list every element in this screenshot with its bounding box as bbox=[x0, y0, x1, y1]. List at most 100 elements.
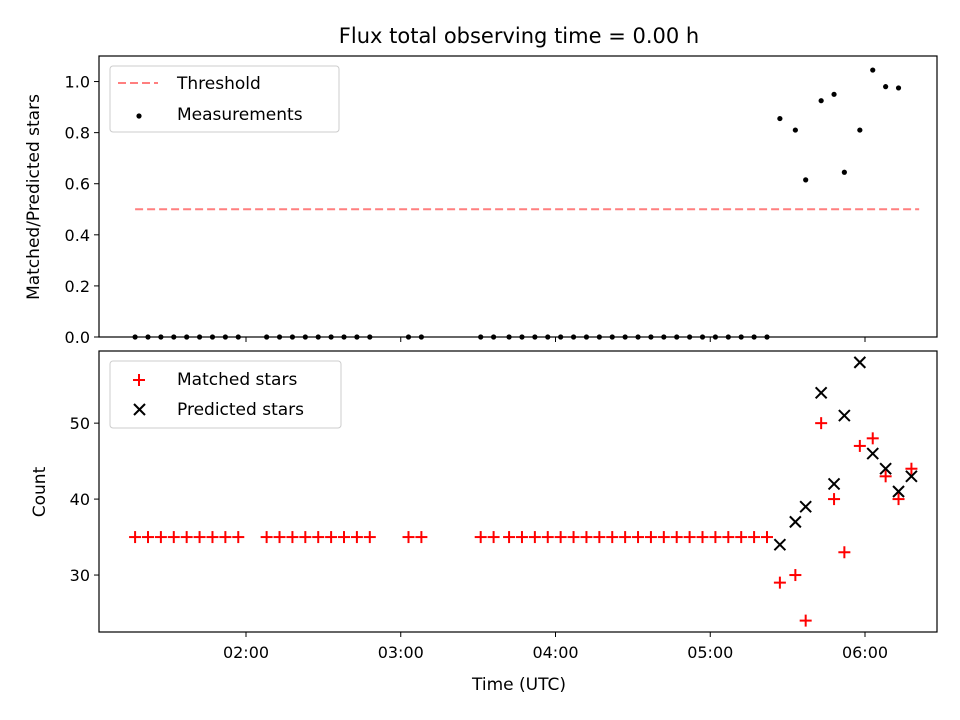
bottom-y-tick-label: 30 bbox=[70, 566, 90, 585]
matched-point bbox=[363, 531, 376, 544]
matched-point bbox=[286, 531, 299, 544]
matched-point bbox=[606, 531, 619, 544]
matched-point bbox=[866, 432, 879, 445]
matched-point bbox=[815, 417, 828, 430]
matched-point bbox=[167, 531, 180, 544]
measurement-point bbox=[883, 84, 889, 90]
predicted-point bbox=[853, 356, 867, 369]
matched-point bbox=[696, 531, 709, 544]
matched-point bbox=[735, 531, 748, 544]
measurement-point bbox=[831, 91, 837, 97]
predicted-point bbox=[892, 485, 905, 498]
top-legend: Threshold Measurements bbox=[109, 65, 340, 133]
matched-point bbox=[528, 531, 541, 544]
matched-point bbox=[879, 470, 892, 483]
matched-point bbox=[657, 531, 670, 544]
measurement-point bbox=[803, 177, 809, 183]
top-y-tick-label: 0.8 bbox=[65, 124, 90, 143]
legend-predicted-swatch bbox=[133, 403, 146, 416]
top-y-tick-label: 0.6 bbox=[65, 175, 90, 194]
matched-point bbox=[193, 531, 206, 544]
bottom-x-tick-label: 03:00 bbox=[378, 643, 424, 662]
matched-point bbox=[799, 614, 812, 627]
matched-point bbox=[619, 531, 632, 544]
matched-point bbox=[350, 531, 363, 544]
matched-point bbox=[402, 531, 415, 544]
matched-point bbox=[593, 531, 606, 544]
bottom-x-tick-label: 06:00 bbox=[842, 643, 888, 662]
legend-threshold-label: Threshold bbox=[176, 74, 261, 94]
matched-point bbox=[567, 531, 580, 544]
matched-point bbox=[644, 531, 657, 544]
legend-predicted-label: Predicted stars bbox=[177, 400, 304, 420]
top-y-tick-label: 0.4 bbox=[65, 226, 90, 245]
predicted-point bbox=[789, 515, 802, 529]
matched-point bbox=[838, 546, 851, 559]
measurement-point bbox=[777, 115, 783, 122]
predicted-point bbox=[879, 462, 892, 475]
measurement-point bbox=[841, 169, 847, 175]
matched-point bbox=[905, 462, 918, 475]
matched-point bbox=[260, 531, 273, 544]
predicted-point bbox=[773, 538, 787, 551]
matched-point bbox=[503, 531, 516, 544]
bottom-x-tick-label: 05:00 bbox=[687, 643, 733, 662]
matched-point bbox=[312, 531, 325, 544]
predicted-point bbox=[814, 386, 828, 399]
top-y-tick-label: 1.0 bbox=[65, 73, 90, 92]
legend-matched-swatch bbox=[133, 374, 145, 386]
matched-point bbox=[129, 531, 142, 544]
bottom-legend-frame bbox=[109, 360, 342, 429]
chart-title: Flux total observing time = 0.00 h bbox=[339, 24, 699, 48]
bottom-marks bbox=[129, 356, 918, 627]
top-y-tick-label: 0.0 bbox=[65, 328, 90, 347]
top-axes-frame bbox=[98, 55, 938, 338]
matched-point bbox=[487, 531, 500, 544]
matched-point bbox=[515, 531, 528, 544]
matched-point bbox=[853, 439, 866, 452]
matched-point bbox=[232, 531, 245, 544]
matched-point bbox=[299, 531, 312, 544]
top-legend-frame bbox=[109, 65, 340, 133]
matched-point bbox=[760, 531, 773, 544]
matched-point bbox=[789, 569, 802, 582]
matched-point bbox=[670, 531, 683, 544]
matched-point bbox=[180, 531, 193, 544]
bottom-y-ticks: 30 40 50 bbox=[70, 414, 99, 585]
bottom-x-tick-label: 04:00 bbox=[532, 643, 578, 662]
bottom-legend: Matched stars Predicted stars bbox=[109, 360, 342, 429]
matched-point bbox=[541, 531, 554, 544]
predicted-point bbox=[827, 477, 841, 491]
matched-point bbox=[206, 531, 219, 544]
predicted-point bbox=[838, 409, 851, 422]
matched-point bbox=[892, 493, 905, 506]
top-y-ticks: 0.0 0.2 0.4 0.6 0.8 1.0 bbox=[65, 73, 99, 347]
matched-point bbox=[580, 531, 593, 544]
bottom-y-axis-label: Count bbox=[30, 466, 50, 517]
bottom-panel: 30 40 50 02:00 03:00 04:00 05:00 06:00 Count T… bbox=[30, 350, 938, 695]
matched-point bbox=[748, 531, 761, 544]
matched-point bbox=[154, 531, 167, 544]
matched-point bbox=[722, 531, 735, 544]
bottom-x-ticks: 02:00 03:00 04:00 05:00 06:00 bbox=[223, 632, 888, 662]
top-y-axis-label: Matched/Predicted stars bbox=[24, 94, 44, 300]
measurement-point bbox=[818, 98, 824, 104]
matched-point bbox=[273, 531, 286, 544]
bottom-x-tick-label: 02:00 bbox=[223, 643, 269, 662]
matched-point bbox=[632, 531, 645, 544]
matched-point bbox=[828, 493, 841, 506]
bottom-axes-frame bbox=[98, 350, 938, 633]
matched-point bbox=[474, 531, 487, 544]
measurement-point bbox=[857, 127, 863, 133]
matched-point bbox=[554, 531, 567, 544]
matched-point bbox=[338, 531, 351, 544]
measurement-point bbox=[895, 85, 902, 91]
top-panel: 0.0 0.2 0.4 0.6 0.8 1.0 Matched/Predicted sta… bbox=[24, 55, 938, 347]
predicted-point bbox=[905, 470, 918, 483]
predicted-point bbox=[866, 447, 879, 460]
legend-measurements-swatch bbox=[136, 113, 142, 119]
top-x-ticks bbox=[245, 337, 866, 342]
legend-measurements-label: Measurements bbox=[177, 105, 303, 125]
measurement-point bbox=[792, 127, 798, 133]
